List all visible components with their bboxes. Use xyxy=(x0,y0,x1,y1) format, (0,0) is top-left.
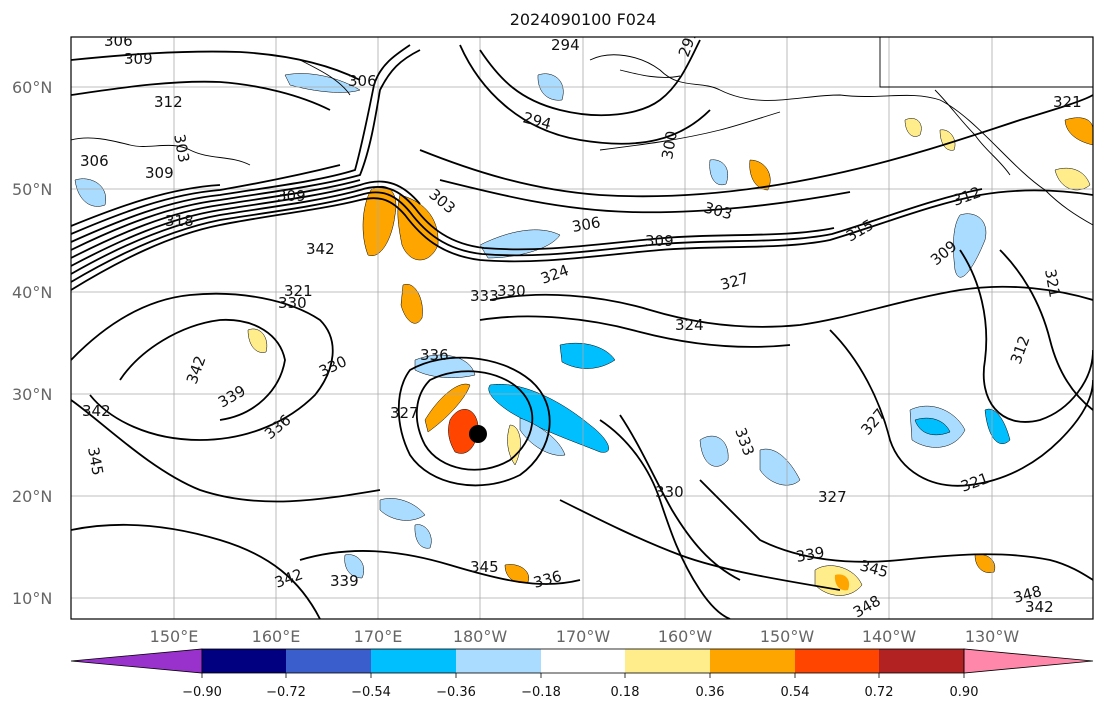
colorbar-swatch xyxy=(371,649,456,673)
lon-label: 170°E xyxy=(354,627,403,646)
contour-label: 336 xyxy=(420,346,449,364)
latitude-labels: 60°N 50°N 40°N 30°N 20°N 10°N xyxy=(12,78,52,608)
lon-label: 170°W xyxy=(556,627,611,646)
colorbar-tick: 0.18 xyxy=(611,685,640,700)
contour-label: 309 xyxy=(124,50,153,68)
lat-label: 40°N xyxy=(12,283,52,302)
contour-label: 312 xyxy=(154,93,183,111)
lon-label: 150°W xyxy=(760,627,815,646)
colorbar-tick: 0.36 xyxy=(696,685,725,700)
contour-label: 309 xyxy=(145,164,174,182)
lat-label: 20°N xyxy=(12,487,52,506)
lon-label: 140°W xyxy=(862,627,917,646)
colorbar-swatch xyxy=(963,648,1094,674)
colorbar-tick: 0.90 xyxy=(950,685,979,700)
colorbar-tick: −0.36 xyxy=(436,685,476,700)
colorbar-tick: −0.54 xyxy=(351,685,391,700)
lon-label: 150°E xyxy=(150,627,199,646)
colorbar-tick: 0.54 xyxy=(781,685,810,700)
contour-label: 300 xyxy=(658,129,681,160)
colorbar-tick: −0.90 xyxy=(182,685,222,700)
contour-label: 327 xyxy=(818,488,847,506)
colorbar-swatch xyxy=(70,648,203,674)
colorbar-swatch xyxy=(710,649,795,673)
colorbar: −0.90 −0.72 −0.54 −0.36 −0.18 0.18 0.36 … xyxy=(70,648,1094,700)
contour-label: 303 xyxy=(170,133,193,164)
contour-label: 339 xyxy=(795,543,826,566)
colorbar-swatch xyxy=(625,649,710,673)
colorbar-swatch xyxy=(541,649,625,673)
contour-label: 345 xyxy=(84,446,107,477)
lon-label: 160°E xyxy=(252,627,301,646)
contour-label: 294 xyxy=(551,36,580,54)
plot-frame xyxy=(70,36,1094,620)
colorbar-tick: −0.72 xyxy=(266,685,306,700)
map-title: 2024090100 F024 xyxy=(510,10,657,29)
contour-label: 345 xyxy=(470,558,499,576)
lon-label: 160°W xyxy=(658,627,713,646)
longitude-labels: 150°E 160°E 170°E 180°W 170°W 160°W 150°… xyxy=(150,627,1020,646)
colorbar-swatch xyxy=(286,649,371,673)
contour-label: 306 xyxy=(348,72,377,90)
lat-label: 30°N xyxy=(12,385,52,404)
colorbar-swatch xyxy=(795,649,879,673)
contour-label: 321 xyxy=(1053,93,1082,111)
lat-label: 60°N xyxy=(12,78,52,97)
lon-label: 130°W xyxy=(965,627,1020,646)
storm-center-marker xyxy=(469,425,487,443)
contour-label: 321 xyxy=(1041,268,1064,299)
colorbar-swatch xyxy=(202,649,286,673)
map-plot-area: 306 309 312 303 306 309 309 318 342 303 … xyxy=(70,32,1094,620)
lat-label: 10°N xyxy=(12,589,52,608)
colorbar-swatch xyxy=(879,649,964,673)
contour-label: 309 xyxy=(645,232,674,250)
colorbar-tick: −0.18 xyxy=(521,685,561,700)
contour-label: 330 xyxy=(497,282,526,300)
colorbar-tick: 0.72 xyxy=(865,685,894,700)
contour-label: 333 xyxy=(470,287,499,305)
colorbar-swatch xyxy=(456,649,541,673)
contour-label: 321 xyxy=(284,282,313,300)
contour-label: 318 xyxy=(165,212,194,230)
contour-label: 306 xyxy=(571,213,602,236)
contour-label: 342 xyxy=(1025,598,1054,616)
contour-label: 306 xyxy=(104,32,133,50)
contour-lines xyxy=(71,39,1093,619)
contour-label: 330 xyxy=(278,294,307,312)
grid-lines xyxy=(71,37,1093,619)
contour-label: 306 xyxy=(80,152,109,170)
contour-label: 339 xyxy=(330,572,359,590)
lat-label: 50°N xyxy=(12,180,52,199)
coastlines xyxy=(71,37,1093,226)
contour-label: 327 xyxy=(390,404,419,422)
lon-label: 180°W xyxy=(453,627,508,646)
contour-label: 309 xyxy=(277,187,306,205)
contour-label: 324 xyxy=(675,316,704,334)
contour-label: 342 xyxy=(306,240,335,258)
contour-label: 330 xyxy=(655,483,684,501)
contour-label: 342 xyxy=(82,402,111,420)
